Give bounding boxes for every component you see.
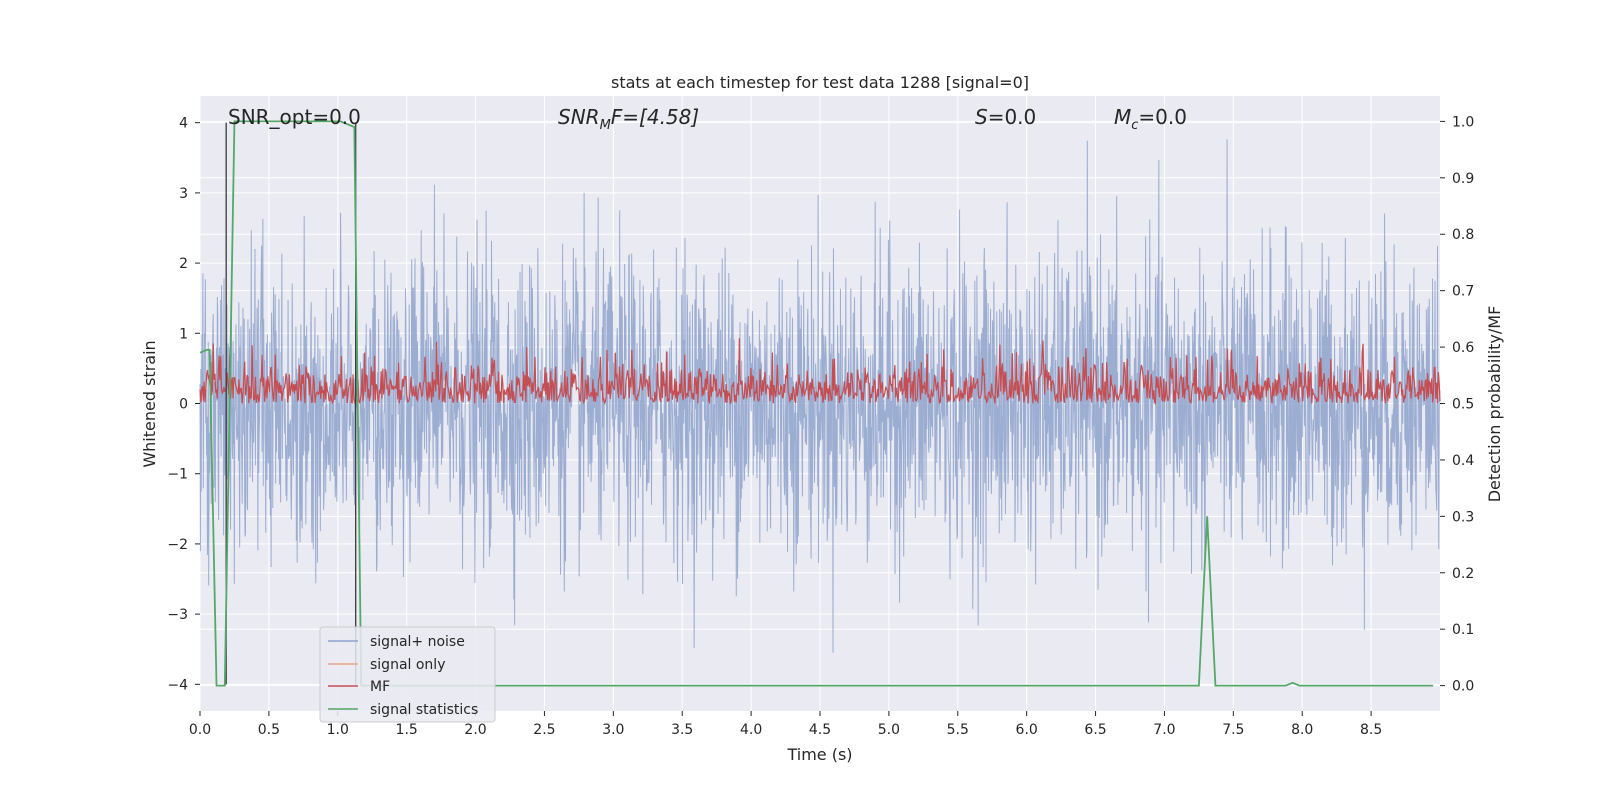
annotation-mc-sub: c	[1131, 118, 1138, 133]
x-tick-label: 8.5	[1360, 722, 1382, 738]
legend-label-signal-only: signal only	[370, 657, 445, 673]
annotation-s: S=0.0	[975, 105, 1036, 129]
annotation-snr-mf-main: SNR	[558, 105, 600, 129]
x-tick-label: 2.5	[533, 722, 555, 738]
x-tick-label: 1.5	[396, 722, 418, 738]
legend-label-signal-statistics: signal statistics	[370, 702, 478, 718]
chart-title: stats at each timestep for test data 128…	[611, 73, 1029, 92]
legend-label-signal-noise: signal+ noise	[370, 634, 465, 650]
y-left-tick-label: 0	[179, 397, 188, 413]
x-tick-label: 6.0	[1016, 722, 1038, 738]
series-signal-statistics	[199, 120, 1434, 687]
y-right-tick-label: 0.2	[1452, 566, 1474, 582]
legend-label-mf: MF	[370, 679, 390, 695]
y-left-tick-label: 4	[179, 116, 188, 132]
y-left-tick-label: −4	[167, 677, 188, 693]
series-signal-noise	[199, 139, 1441, 653]
y-left-tick-label: 2	[179, 256, 188, 272]
x-tick-label: 3.0	[602, 722, 624, 738]
y-right-tick-label: 0.7	[1452, 284, 1474, 300]
annotation-snr-opt: SNR_opt=0.0	[228, 105, 361, 129]
annotation-s-rest: =0.0	[988, 105, 1037, 129]
annotation-mc: Mc=0.0	[1114, 105, 1187, 133]
x-tick-label: 3.5	[671, 722, 693, 738]
annotation-mc-rest: =0.0	[1138, 105, 1187, 129]
y-left-tick-label: −2	[167, 537, 188, 553]
x-tick-label: 1.0	[327, 722, 349, 738]
series-mf	[199, 338, 1441, 406]
y-right-tick-label: 0.4	[1452, 453, 1474, 469]
x-tick-label: 2.0	[464, 722, 486, 738]
y-left-tick-label: −1	[167, 467, 188, 483]
y-left-tick-label: −3	[167, 607, 188, 623]
annotation-mc-main: M	[1114, 105, 1131, 129]
y-right-tick-label: 1.0	[1452, 114, 1474, 130]
x-axis-label: Time (s)	[786, 745, 852, 764]
y-right-tick-label: 0.9	[1452, 171, 1474, 187]
x-tick-label: 6.5	[1084, 722, 1106, 738]
annotation-snr-mf-sub: M	[600, 118, 611, 133]
x-tick-label: 7.5	[1222, 722, 1244, 738]
annotation-snr-mf: SNRMF=[4.58]	[558, 105, 699, 133]
x-tick-label: 5.5	[947, 722, 969, 738]
legend: signal+ noise signal only MF signal stat…	[319, 626, 496, 723]
y-axis-left-label: Whitened strain	[140, 340, 159, 467]
annotation-s-main: S	[975, 105, 988, 129]
y-left-tick-label: 3	[179, 186, 188, 202]
annotation-snr-mf-rest: F=[4.58]	[611, 105, 699, 129]
x-tick-label: 0.0	[189, 722, 211, 738]
x-tick-label: 8.0	[1291, 722, 1313, 738]
y-right-tick-label: 0.8	[1452, 227, 1474, 243]
x-tick-label: 0.5	[258, 722, 280, 738]
x-tick-label: 4.5	[809, 722, 831, 738]
y-right-tick-label: 0.5	[1452, 397, 1474, 413]
x-tick-label: 5.0	[878, 722, 900, 738]
y-right-tick-label: 0.0	[1452, 679, 1474, 695]
axes-layer: 0.0 0.5 1.0 1.5 2.0 2.5 3.0 3.5 4.0 4.5 5.0 5.5 6.0 6…	[167, 114, 1474, 738]
y-right-tick-label: 0.6	[1452, 340, 1474, 356]
y-right-tick-label: 0.1	[1452, 622, 1474, 638]
x-tick-label: 4.0	[740, 722, 762, 738]
data-layer	[199, 120, 1441, 687]
y-right-tick-label: 0.3	[1452, 509, 1474, 525]
y-axis-right-label: Detection probability/MF	[1485, 306, 1504, 503]
y-left-tick-label: 1	[179, 326, 188, 342]
legend-box	[319, 626, 496, 723]
x-tick-label: 7.0	[1153, 722, 1175, 738]
